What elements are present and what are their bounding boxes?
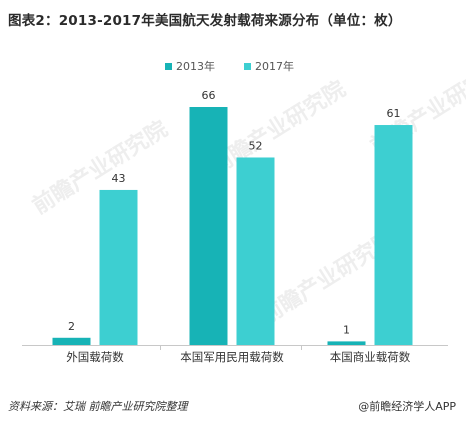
x-tick-label-2: 本国商业载荷数 [330,350,411,364]
data-label-2013-0: 2 [68,320,75,333]
data-label-2013-2: 1 [343,323,350,336]
legend-item-2017: 2017年 [244,58,294,74]
data-label-2017-2: 61 [387,107,401,120]
legend-label-2013: 2013年 [176,60,215,73]
chart-title: 图表2：2013-2017年美国航天发射载荷来源分布（单位：枚） [8,13,402,29]
data-label-2013-1: 66 [202,89,216,102]
x-tick-label-0: 外国载荷数 [66,350,124,364]
brand-credit: @前瞻经济学人APP [358,400,456,413]
chart-legend: 2013年 2017年 [0,58,466,78]
legend-label-2017: 2017年 [255,60,294,73]
bar-2013-2 [327,341,366,345]
data-label-2017-0: 43 [112,172,126,185]
x-tick-label-1: 本国军用民用载荷数 [180,350,284,364]
data-label-2017-1: 52 [249,139,263,152]
bar-2013-0 [52,337,91,345]
bar-2017-0 [99,189,138,345]
bar-2017-1 [236,157,275,345]
bar-2013-1 [189,107,228,345]
bar-2017-2 [374,125,413,345]
legend-item-2013: 2013年 [165,58,215,74]
legend-swatch-2013 [165,62,172,70]
legend-swatch-2017 [244,62,251,70]
source-note: 资料来源：艾瑞 前瞻产业研究院整理 [8,400,188,413]
